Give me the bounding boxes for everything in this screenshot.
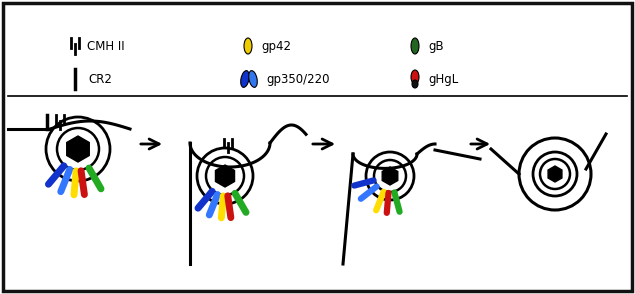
Ellipse shape xyxy=(411,38,419,54)
Polygon shape xyxy=(382,167,398,185)
Text: gp42: gp42 xyxy=(261,39,291,53)
Polygon shape xyxy=(548,166,562,182)
Ellipse shape xyxy=(241,71,250,87)
Text: gp350/220: gp350/220 xyxy=(266,73,330,86)
Text: gB: gB xyxy=(428,39,444,53)
Polygon shape xyxy=(215,165,234,187)
Ellipse shape xyxy=(411,70,419,84)
Ellipse shape xyxy=(412,80,418,88)
Polygon shape xyxy=(67,136,90,162)
Text: CMH II: CMH II xyxy=(87,39,124,53)
Text: CR2: CR2 xyxy=(88,73,112,86)
Ellipse shape xyxy=(244,38,252,54)
Ellipse shape xyxy=(249,71,257,87)
Text: gHgL: gHgL xyxy=(428,73,458,86)
